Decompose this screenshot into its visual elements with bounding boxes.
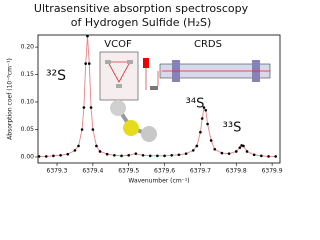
x-axis-label: Wavenumber (cm⁻¹) xyxy=(128,178,189,185)
x-tick-label: 6379.5 xyxy=(118,168,139,175)
x-tick-label: 6379.6 xyxy=(154,168,175,175)
data-point xyxy=(163,154,166,158)
y-tick-label: 0.10 xyxy=(21,99,35,106)
data-point xyxy=(141,154,145,157)
molecule xyxy=(110,100,157,142)
title-line: Ultrasensitive absorption spectroscopy xyxy=(34,2,249,15)
x-tick-label: 6379.9 xyxy=(262,168,283,175)
data-point xyxy=(80,128,84,131)
data-point xyxy=(199,130,202,134)
x-tick-label: 6379.8 xyxy=(226,168,247,175)
data-point xyxy=(200,117,204,120)
data-point xyxy=(227,152,231,155)
data-point xyxy=(84,62,87,65)
y-tick-label: 0.15 xyxy=(21,71,35,78)
data-point xyxy=(213,147,217,151)
data-point xyxy=(134,152,138,155)
data-point xyxy=(202,106,206,109)
data-point xyxy=(274,155,277,158)
data-point xyxy=(73,149,77,152)
series-line xyxy=(39,36,276,157)
data-point xyxy=(206,122,209,126)
plot-frame xyxy=(37,34,281,164)
data-point xyxy=(195,144,199,148)
crds-diagram xyxy=(157,60,271,86)
data-point xyxy=(52,154,55,158)
data-point xyxy=(105,152,109,156)
data-point xyxy=(77,144,80,148)
data-point xyxy=(87,62,91,65)
data-point xyxy=(113,154,116,157)
x-tick-label: 6379.7 xyxy=(190,168,211,175)
data-point xyxy=(59,154,62,157)
y-axis-label: Absorption coef (10⁻⁶cm⁻¹) xyxy=(7,58,14,140)
data-point xyxy=(37,155,41,158)
data-point xyxy=(86,34,89,38)
annotation: ³⁴S xyxy=(186,97,205,112)
data-point xyxy=(127,154,131,157)
data-point xyxy=(170,154,174,157)
data-point xyxy=(260,154,263,158)
annotation: CRDS xyxy=(194,39,222,50)
page: {"chart_data":{"type":"line","title":["U… xyxy=(6,2,283,185)
data-point xyxy=(98,150,102,153)
data-point xyxy=(234,150,238,153)
data-point xyxy=(120,154,123,158)
vcof-diagram xyxy=(99,51,158,101)
data-point xyxy=(66,152,70,156)
data-point xyxy=(95,144,98,148)
chart: Ultrasensitive absorption spectroscopy o… xyxy=(7,2,283,185)
data-point xyxy=(177,153,181,157)
data-point xyxy=(245,150,249,153)
y-tick-label: 0.05 xyxy=(21,126,35,133)
annotation: VCOF xyxy=(104,39,132,50)
data-point xyxy=(89,106,93,109)
data-point xyxy=(191,149,195,152)
data-point xyxy=(82,106,86,109)
data-point xyxy=(220,151,224,155)
annotation: ³³S xyxy=(223,121,242,136)
data-point xyxy=(44,155,48,158)
title-line: of Hydrogen Sulfide (H₂S) xyxy=(71,16,212,29)
x-tick-label: 6379.4 xyxy=(82,168,103,175)
data-point xyxy=(267,155,270,158)
data-point xyxy=(204,108,208,112)
data-point xyxy=(91,128,95,131)
data-point xyxy=(209,139,213,142)
data-point xyxy=(252,153,256,157)
y-tick-label: 0.00 xyxy=(21,153,35,160)
annotation: ³²S xyxy=(46,68,66,84)
data-point xyxy=(148,154,152,158)
data-point xyxy=(238,146,242,149)
data-point xyxy=(242,144,245,148)
data-point xyxy=(156,154,159,158)
data-point xyxy=(184,152,188,155)
x-tick-label: 6379.3 xyxy=(47,168,68,175)
y-tick-label: 0.20 xyxy=(21,44,35,51)
